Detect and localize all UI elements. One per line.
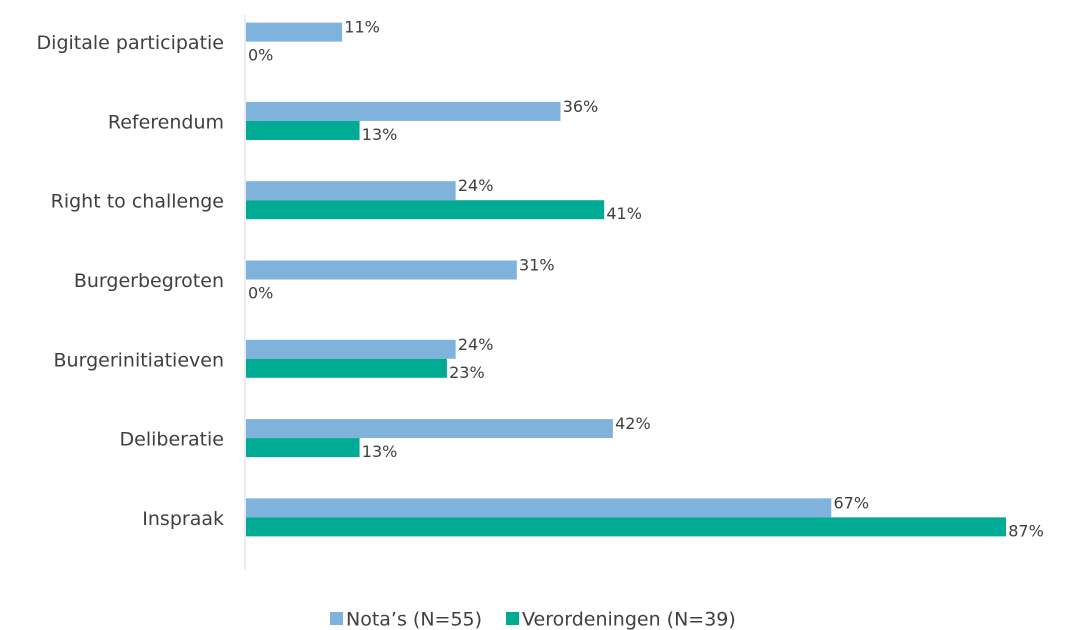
- category-label: Burgerbegroten: [74, 270, 224, 292]
- data-label: 13%: [362, 442, 398, 461]
- category-label: Referendum: [108, 111, 224, 133]
- legend-label: Nota’s (N=55): [346, 609, 482, 630]
- category-label: Deliberatie: [120, 429, 225, 451]
- legend-swatch: [506, 612, 519, 625]
- bar: [246, 438, 360, 458]
- data-label: 36%: [563, 97, 599, 116]
- data-label: 31%: [519, 256, 555, 275]
- data-label: 24%: [458, 335, 494, 354]
- data-label: 41%: [606, 204, 642, 223]
- data-label: 0%: [248, 46, 273, 65]
- data-label: 24%: [458, 176, 494, 195]
- bar: [246, 517, 1006, 537]
- legend-label: Verordeningen (N=39): [522, 609, 736, 630]
- bar: [246, 260, 517, 280]
- legend-swatch: [330, 612, 343, 625]
- data-label: 0%: [248, 284, 273, 303]
- bar: [246, 101, 561, 121]
- category-label: Inspraak: [142, 508, 224, 530]
- data-label: 42%: [615, 414, 651, 433]
- bar: [246, 358, 447, 378]
- bar: [246, 200, 605, 220]
- bar: [246, 120, 360, 140]
- data-label: 87%: [1008, 521, 1044, 540]
- data-label: 13%: [362, 125, 398, 144]
- bar: [246, 419, 613, 439]
- data-label: 67%: [834, 493, 870, 512]
- bar: [246, 181, 456, 201]
- bar: [246, 22, 343, 42]
- bar: [246, 498, 832, 518]
- bar: [246, 339, 456, 359]
- category-label: Digitale participatie: [37, 32, 224, 54]
- data-label: 23%: [449, 363, 485, 382]
- category-label: Burgerinitiatieven: [54, 349, 224, 371]
- category-label: Right to challenge: [51, 191, 224, 213]
- data-label: 11%: [344, 18, 380, 37]
